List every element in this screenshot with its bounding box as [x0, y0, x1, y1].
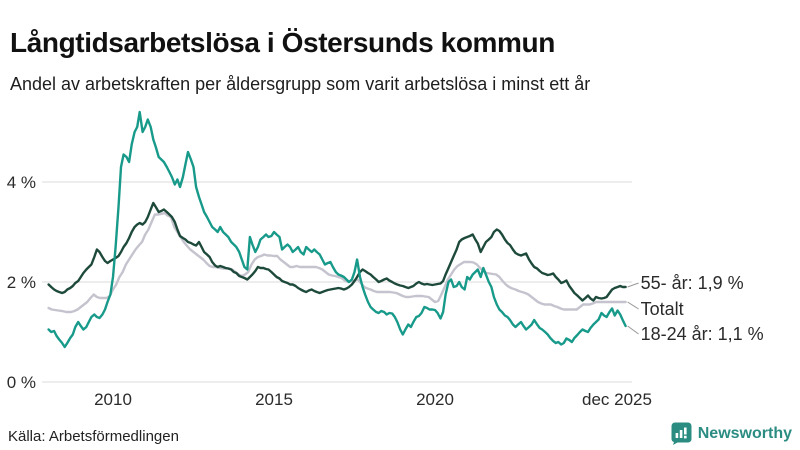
series-line-18-24-r	[47, 110, 627, 349]
x-axis-tick-label: 2010	[94, 390, 132, 409]
legend-connector	[627, 282, 639, 288]
source-note: Källa: Arbetsförmedlingen	[8, 428, 179, 445]
page-title: Långtidsarbetslösa i Östersunds kommun	[10, 26, 555, 58]
x-axis-tick-label: 2015	[255, 390, 293, 409]
legend-connector	[627, 325, 639, 335]
page-subtitle: Andel av arbetskraften per åldersgrupp s…	[10, 74, 591, 94]
legend-connector	[627, 301, 639, 310]
brand-logo: Newsworthy	[671, 422, 792, 445]
series-line-55-r	[47, 201, 627, 302]
x-axis-tick-label: 2020	[416, 390, 454, 409]
legend-label: Totalt	[641, 299, 684, 319]
series-line-totalt	[47, 211, 627, 314]
legend-label: 18-24 år: 1,1 %	[641, 324, 764, 344]
newsworthy-icon	[671, 422, 692, 445]
y-axis-tick-label: 4 %	[7, 173, 36, 192]
y-axis-tick-label: 2 %	[7, 273, 36, 292]
x-axis-tick-label: dec 2025	[582, 390, 652, 409]
legend-label: 55- år: 1,9 %	[641, 273, 744, 293]
y-axis-tick-label: 0 %	[7, 373, 36, 392]
brand-name: Newsworthy	[697, 424, 792, 442]
